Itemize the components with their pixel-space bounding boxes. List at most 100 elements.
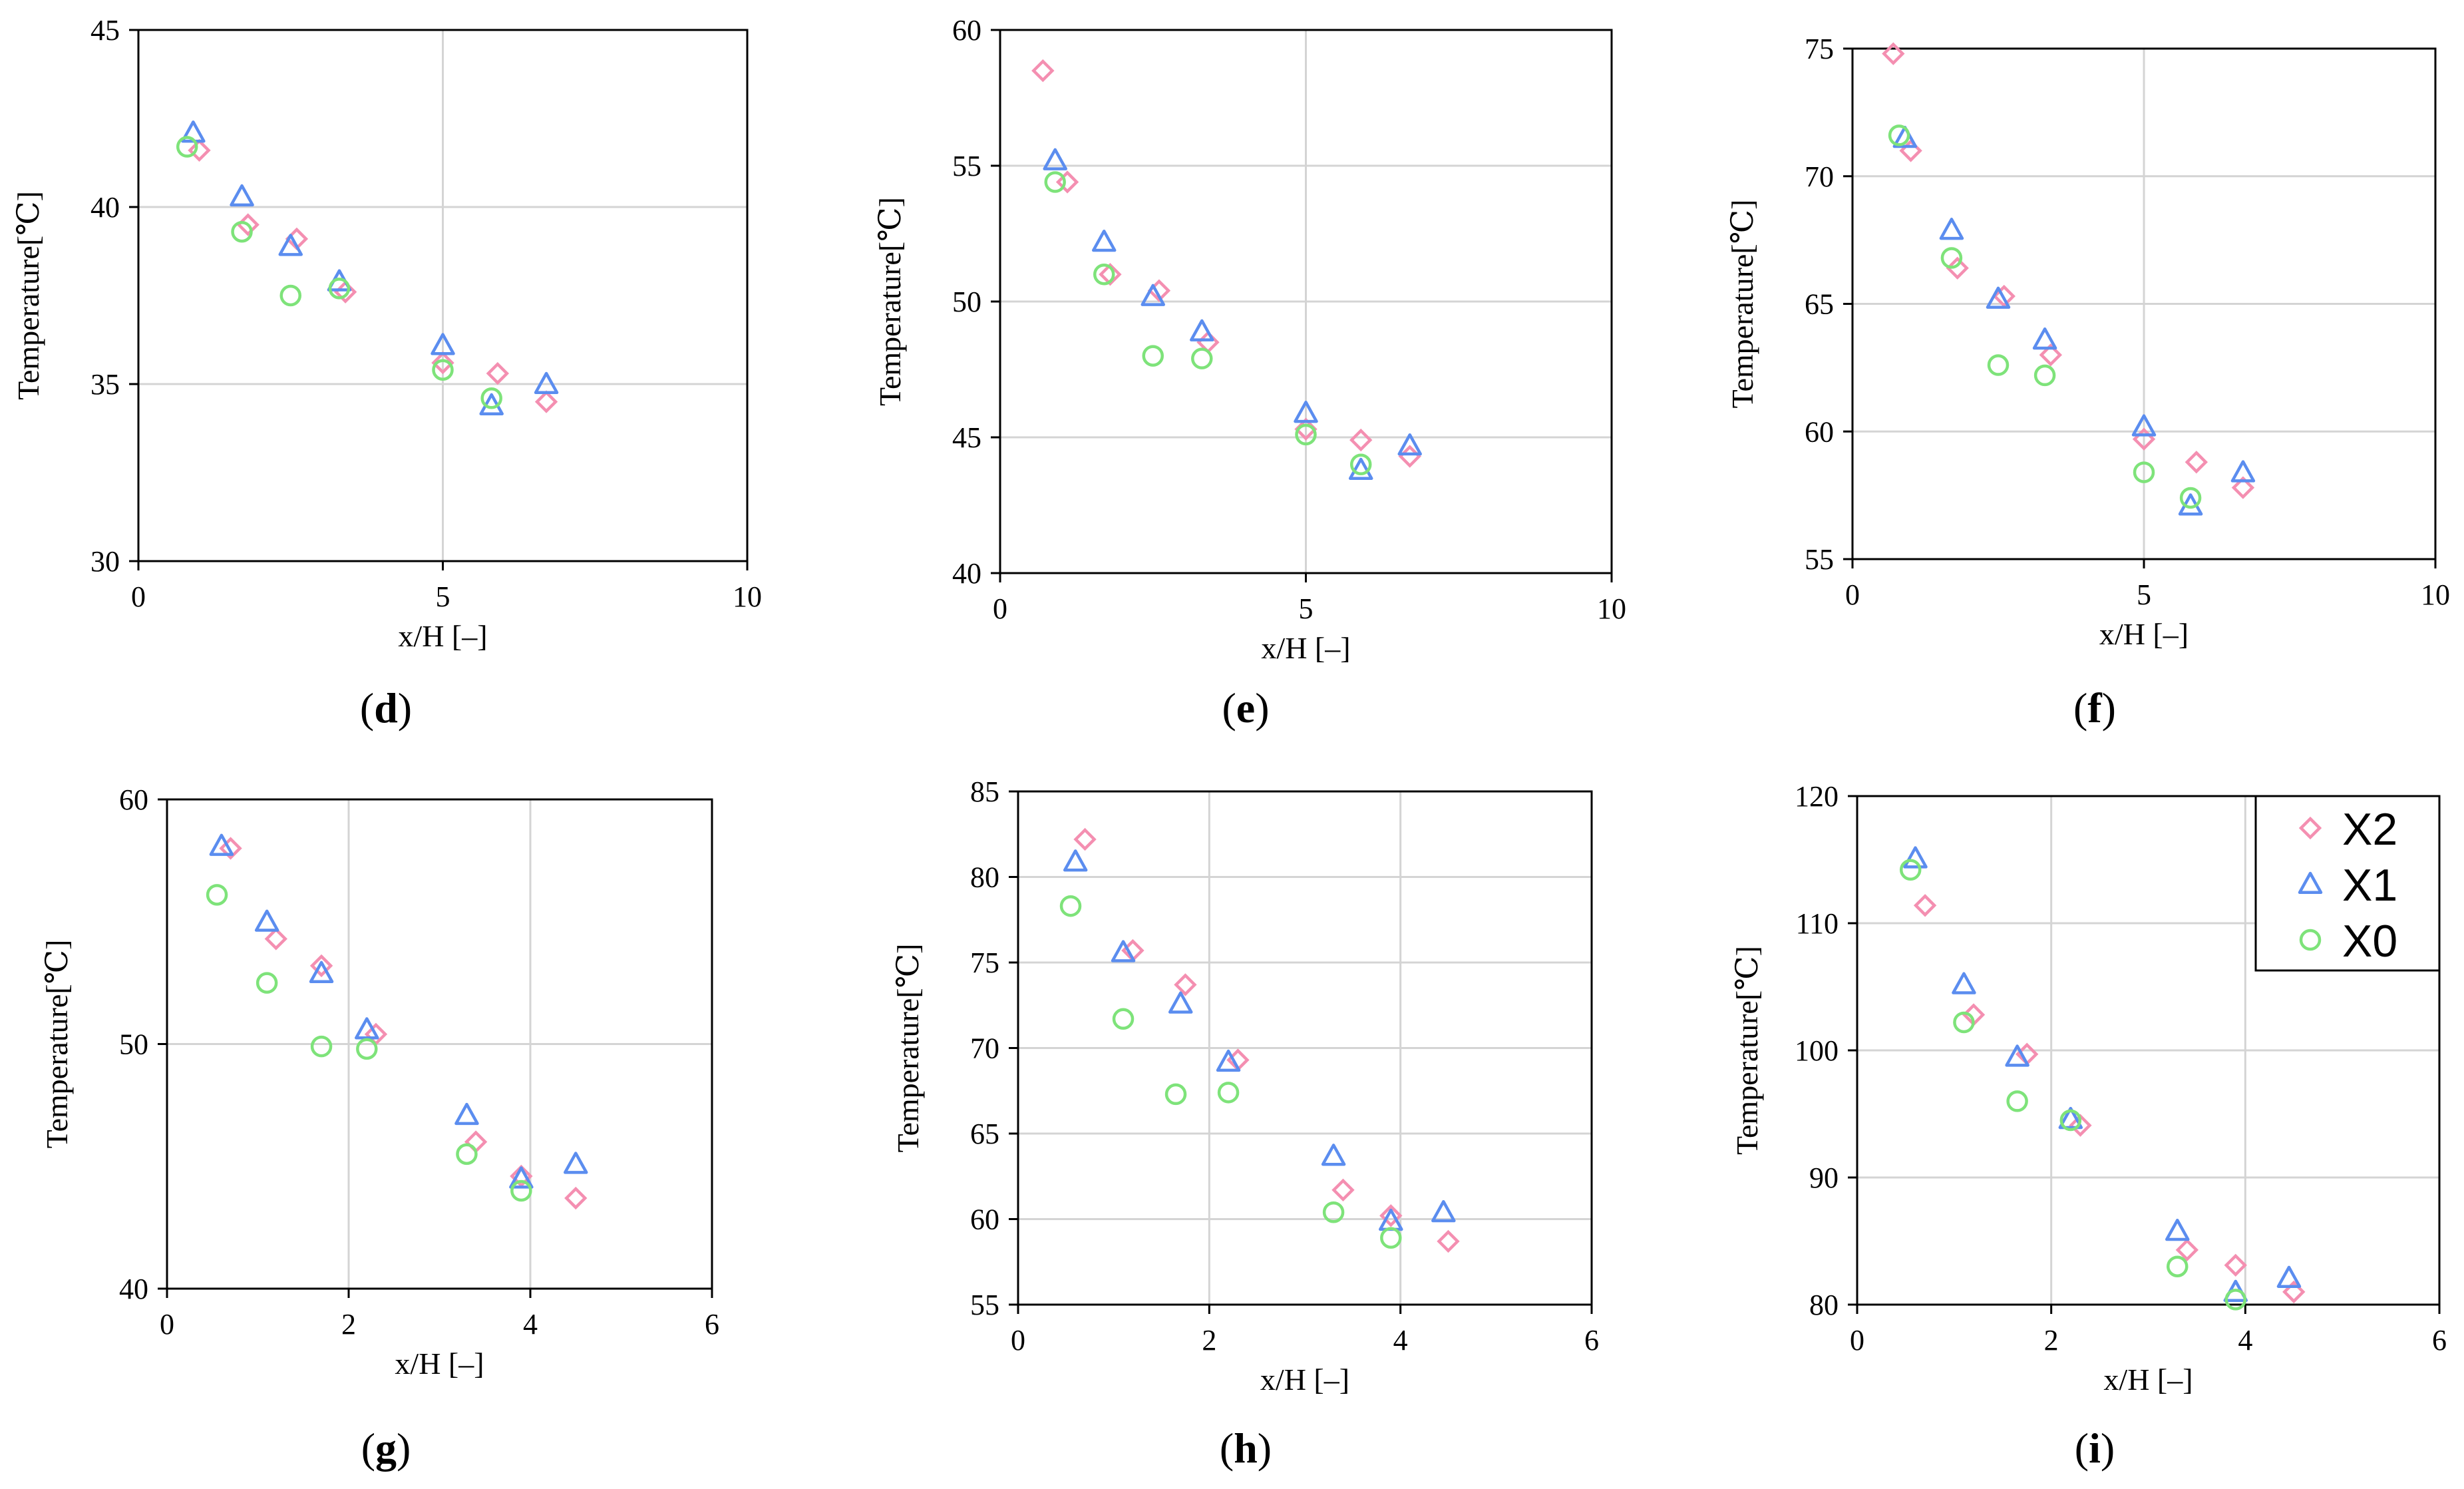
data-point-x0 (1217, 1082, 1240, 1104)
x-tick-label: 0 (1011, 1324, 1025, 1357)
data-point-x1 (1168, 991, 1193, 1014)
y-axis-label: Temperature[℃] (891, 944, 925, 1153)
data-point-x0 (206, 884, 228, 906)
data-point-x0 (1191, 347, 1213, 369)
data-point-x0 (1093, 263, 1115, 286)
data-point-x2 (510, 1164, 533, 1188)
data-point-x0 (2133, 461, 2155, 483)
x-axis-label: x/H [–] (2099, 617, 2189, 651)
data-point-x0 (1322, 1201, 1345, 1223)
y-tick-label: 55 (970, 1289, 999, 1321)
data-point-x2 (264, 927, 287, 951)
x-axis-label: x/H [–] (395, 1347, 484, 1381)
data-point-x1 (564, 1152, 588, 1174)
data-point-x0 (1953, 1011, 1975, 1034)
data-point-x2 (2185, 451, 2208, 474)
data-point-x1 (454, 1102, 479, 1126)
y-tick-label: 45 (90, 14, 120, 47)
y-tick-label: 45 (952, 421, 981, 454)
y-tick-label: 80 (1809, 1289, 1839, 1321)
panel-label: (d) (360, 684, 412, 732)
data-point-x0 (1349, 453, 1372, 476)
legend-box (2254, 795, 2441, 972)
data-point-x1 (278, 234, 303, 256)
panel-label: (e) (1222, 684, 1269, 732)
chart-panel-h: 0 2 4 6 55 60 65 70 75 80 85 x/H [–] Temperature[℃] (891, 775, 1599, 1396)
data-point-x1 (1190, 319, 1214, 341)
data-point-x1 (1892, 125, 1918, 148)
data-point-x0 (2006, 1090, 2028, 1112)
x-axis-label: x/H [–] (398, 619, 487, 653)
data-point-x2 (1379, 1204, 1403, 1227)
x-tick-label: 0 (1850, 1324, 1864, 1357)
y-tick-label: 60 (970, 1203, 999, 1236)
data-point-x0 (1940, 247, 1963, 269)
x-axis-label: x/H [–] (1261, 631, 1350, 665)
data-point-x1 (1903, 846, 1928, 869)
x-tick-label: 2 (1202, 1324, 1216, 1357)
data-point-x2 (188, 138, 211, 162)
data-point-x1 (431, 333, 455, 355)
data-point-x1 (2005, 1044, 2029, 1067)
y-tick-label: 85 (970, 775, 999, 808)
y-tick-label: 60 (952, 14, 981, 47)
data-point-x2 (1992, 284, 2016, 308)
data-point-x1 (1043, 148, 1067, 170)
x-tick-label: 2 (2044, 1324, 2059, 1357)
data-point-x0 (176, 136, 198, 158)
chart-panel-i: 0 2 4 6 80 90 100 110 120 x/H [–] Temperature[℃] (1730, 780, 2447, 1396)
data-point-x2 (1437, 1229, 1460, 1253)
y-tick-label: 75 (1805, 33, 1834, 65)
data-point-x0 (328, 278, 351, 300)
data-point-x2 (2231, 476, 2255, 499)
data-point-x2 (1055, 170, 1079, 194)
chart-panel-d: 0 5 10 30 35 40 45 x/H [–] Temperature[℃] (11, 14, 762, 653)
data-point-x1 (1091, 229, 1117, 252)
data-point-x2 (309, 954, 333, 978)
data-point-x0 (456, 1143, 478, 1166)
x-axis-label: x/H [–] (2103, 1363, 2193, 1396)
y-tick-label: 65 (970, 1118, 999, 1150)
data-point-x1 (1216, 1049, 1241, 1072)
data-point-x0 (2224, 1289, 2246, 1311)
legend-label-x2: X2 (2342, 804, 2397, 855)
x-tick-label: 0 (993, 592, 1007, 625)
data-point-x1 (230, 184, 254, 207)
y-tick-label: 60 (1805, 415, 1834, 448)
x-tick-label: 10 (1597, 592, 1626, 625)
data-point-x2 (1031, 59, 1055, 83)
x-tick-label: 0 (131, 580, 146, 613)
data-point-x0 (1044, 171, 1066, 193)
y-tick-label: 40 (952, 557, 981, 590)
chart-panel-f: 0 5 10 55 60 65 70 75 x/H [–] Temperature[℃] (1725, 33, 2450, 651)
data-point-x0 (2059, 1109, 2082, 1132)
data-point-x2 (431, 351, 454, 375)
data-point-x1 (2058, 1106, 2083, 1130)
x-tick-label: 0 (160, 1308, 174, 1341)
y-tick-label: 40 (90, 191, 120, 224)
data-point-x0 (1987, 354, 2010, 376)
x-tick-label: 6 (1584, 1324, 1599, 1357)
y-axis-label: Temperature[℃] (1730, 946, 1764, 1155)
x-tick-label: 0 (1845, 578, 1860, 611)
data-point-x2 (1073, 827, 1097, 851)
y-tick-label: 50 (119, 1028, 148, 1061)
data-point-x0 (1899, 859, 1922, 881)
legend-label-x0: X0 (2342, 916, 2397, 966)
y-tick-label: 80 (970, 861, 999, 894)
data-point-x2 (1349, 428, 1373, 452)
data-point-x2 (1946, 256, 1969, 280)
data-point-x2 (2069, 1114, 2092, 1137)
x-tick-label: 4 (2238, 1324, 2252, 1357)
data-point-x0 (1164, 1083, 1187, 1106)
data-point-x0 (510, 1179, 532, 1202)
x-tick-label: 5 (2137, 578, 2151, 611)
x-tick-label: 5 (1299, 592, 1314, 625)
data-point-x0 (256, 972, 278, 994)
y-tick-label: 30 (90, 545, 120, 578)
x-tick-label: 10 (2421, 578, 2450, 611)
data-point-x0 (310, 1035, 333, 1058)
data-point-x2 (564, 1186, 588, 1210)
